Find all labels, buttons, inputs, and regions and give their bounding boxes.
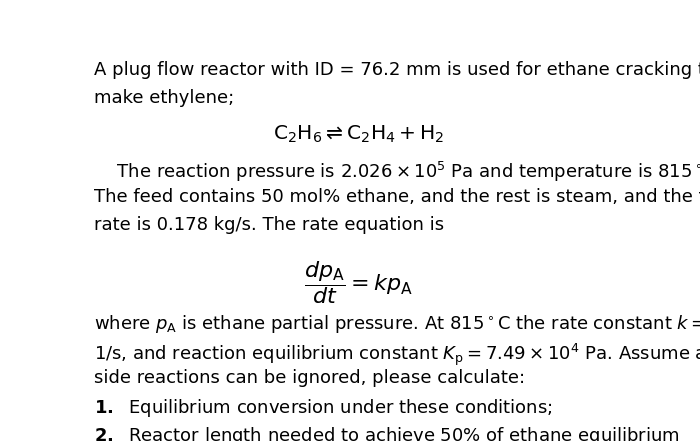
Text: A plug flow reactor with ID = 76.2 mm is used for ethane cracking to: A plug flow reactor with ID = 76.2 mm is… — [94, 61, 700, 79]
Text: side reactions can be ignored, please calculate:: side reactions can be ignored, please ca… — [94, 369, 525, 387]
Text: 1/s, and reaction equilibrium constant $K_\mathrm{p} = 7.49 \times 10^4$ Pa. Ass: 1/s, and reaction equilibrium constant $… — [94, 341, 700, 367]
Text: The reaction pressure is $2.026 \times 10^5$ Pa and temperature is 815$\mathrm{{: The reaction pressure is $2.026 \times 1… — [94, 160, 700, 184]
Text: rate is 0.178 kg/s. The rate equation is: rate is 0.178 kg/s. The rate equation is — [94, 216, 444, 234]
Text: $\dfrac{dp_\mathrm{A}}{dt} = kp_\mathrm{A}$: $\dfrac{dp_\mathrm{A}}{dt} = kp_\mathrm{… — [304, 259, 413, 306]
Text: $\mathbf{1.}$  Equilibrium conversion under these conditions;: $\mathbf{1.}$ Equilibrium conversion und… — [94, 397, 553, 419]
Text: $\mathbf{2.}$  Reactor length needed to achieve 50% of ethane equilibrium: $\mathbf{2.}$ Reactor length needed to a… — [94, 425, 680, 441]
Text: make ethylene;: make ethylene; — [94, 89, 235, 107]
Text: $\mathrm{C_2H_6} \rightleftharpoons \mathrm{C_2H_4} + \mathrm{H_2}$: $\mathrm{C_2H_6} \rightleftharpoons \mat… — [273, 124, 444, 146]
Text: The feed contains 50 mol% ethane, and the rest is steam, and the flow: The feed contains 50 mol% ethane, and th… — [94, 188, 700, 206]
Text: where $p_\mathrm{A}$ is ethane partial pressure. At 815$\mathrm{{}^\circ C}$ the: where $p_\mathrm{A}$ is ethane partial p… — [94, 314, 700, 336]
